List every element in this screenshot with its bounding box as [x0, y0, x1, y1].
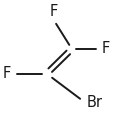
Text: Br: Br	[87, 95, 103, 110]
Text: F: F	[49, 4, 58, 19]
Text: F: F	[3, 66, 11, 81]
Text: F: F	[102, 41, 110, 56]
